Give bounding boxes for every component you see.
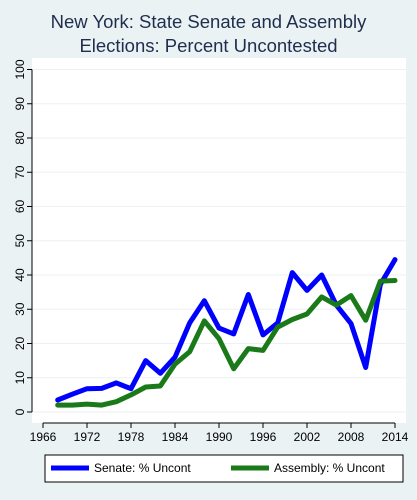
chart-title-line-1: New York: State Senate and Assembly xyxy=(51,11,367,32)
chart-title-line-2: Elections: Percent Uncontested xyxy=(79,35,337,56)
chart-title: New York: State Senate and Assembly Elec… xyxy=(51,11,367,56)
series-line-assembly xyxy=(55,278,398,408)
x-tick-label: 1972 xyxy=(74,430,101,444)
y-tick-label: 20 xyxy=(13,337,27,351)
x-tick-label: 2014 xyxy=(382,430,409,444)
legend-box xyxy=(44,454,404,483)
y-tick-label: 40 xyxy=(13,268,27,282)
legend-label-senate: Senate: % Uncont xyxy=(94,461,191,475)
x-tick-label: 1990 xyxy=(206,430,233,444)
y-tick-label: 70 xyxy=(13,165,27,179)
y-tick-label: 90 xyxy=(13,97,27,111)
legend-label-assembly: Assembly: % Uncont xyxy=(274,461,385,475)
y-tick-label: 60 xyxy=(13,200,27,214)
series-lines xyxy=(55,257,398,408)
y-tick-label: 50 xyxy=(13,234,27,248)
x-tick-label: 1984 xyxy=(162,430,189,444)
y-tick-label: 30 xyxy=(13,302,27,316)
series-line-senate xyxy=(55,257,398,403)
axes: 0 10 20 30 40 50 60 70 80 90 100 1966 1972 1978 1984 19… xyxy=(13,59,409,444)
x-tick-label: 2008 xyxy=(338,430,365,444)
y-tick-label: 10 xyxy=(13,371,27,385)
y-tick-label: 0 xyxy=(13,408,27,415)
legend: Senate: % Uncont Assembly: % Uncont xyxy=(44,454,404,483)
x-tick-label: 1966 xyxy=(30,430,57,444)
y-tick-label: 80 xyxy=(13,131,27,145)
x-tick-label: 1996 xyxy=(250,430,277,444)
x-tick-label: 2002 xyxy=(294,430,321,444)
y-tick-label: 100 xyxy=(13,59,27,79)
x-tick-label: 1978 xyxy=(118,430,145,444)
